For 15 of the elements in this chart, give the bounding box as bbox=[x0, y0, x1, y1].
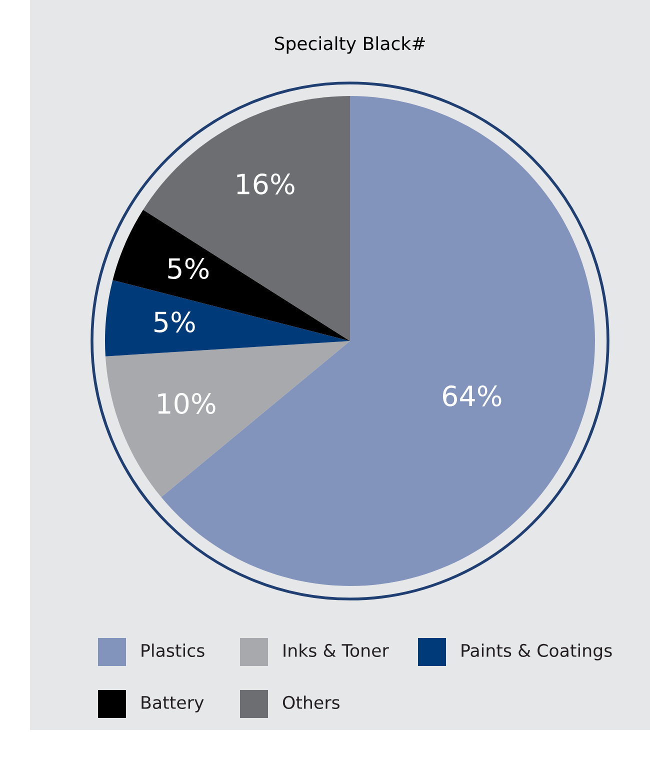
pie-slice bbox=[112, 210, 350, 341]
chart-title: Specialty Black# bbox=[274, 36, 425, 54]
pie-slice bbox=[143, 96, 350, 341]
data-label: 64% bbox=[442, 385, 502, 406]
data-label: 5% bbox=[168, 258, 209, 280]
legend-label: Battery bbox=[142, 696, 204, 712]
legend-label: Paints & Coatings bbox=[462, 644, 612, 660]
data-label: 16% bbox=[237, 173, 294, 194]
legend-label: Plastics bbox=[142, 644, 204, 658]
legend-label: Others bbox=[282, 696, 340, 710]
data-label: 5% bbox=[154, 311, 195, 332]
legend-label: Inks & Toner bbox=[284, 644, 389, 658]
data-label: 10% bbox=[158, 392, 216, 414]
pie-slice bbox=[105, 341, 350, 498]
pie-slice bbox=[105, 280, 350, 356]
